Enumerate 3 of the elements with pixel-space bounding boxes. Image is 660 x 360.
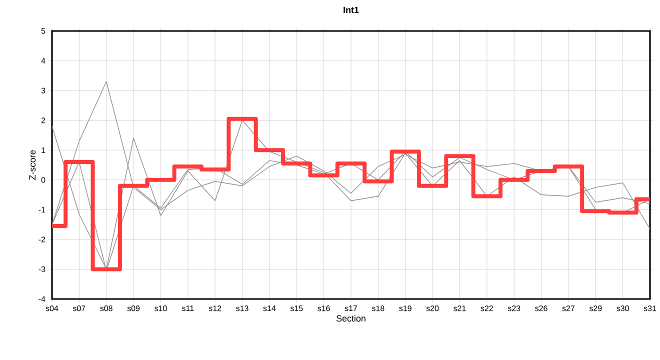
y-axis-title: Z-score <box>29 150 36 180</box>
chart-title: Int1 <box>344 6 359 14</box>
x-axis-title: Section <box>336 315 366 322</box>
